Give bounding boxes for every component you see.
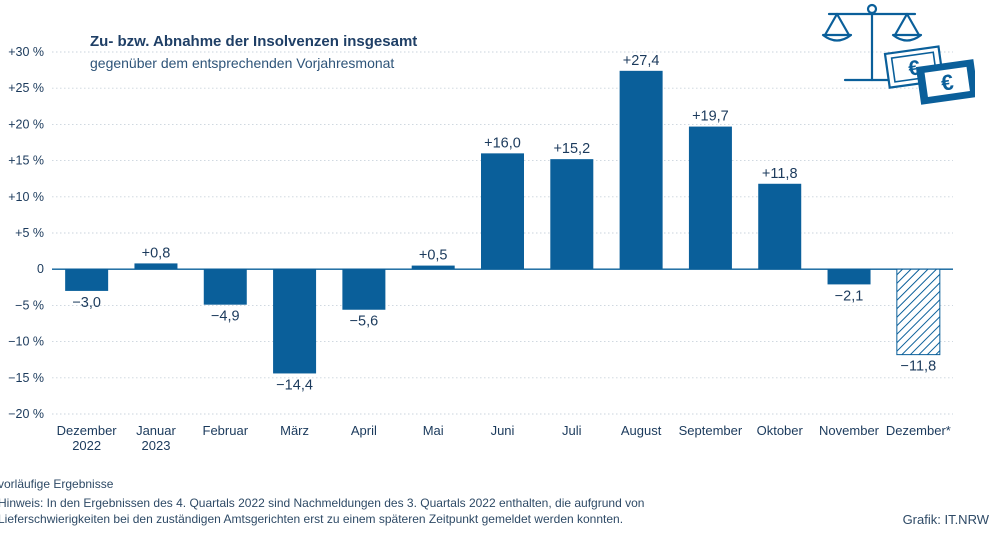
footnote-preliminary: vorläufige Ergebnisse (0, 477, 114, 491)
bar (758, 183, 802, 270)
data-label: +11,8 (762, 166, 798, 182)
data-label: −2,1 (835, 288, 864, 304)
x-tick-label: September (679, 423, 743, 438)
x-tick-label: Januar (136, 423, 176, 438)
x-tick-label: Februar (203, 423, 249, 438)
data-labels: −3,0 +0,8 −4,9 −14,4 −5,6 +0,5 +16,0 +15,2 +27,4… (72, 53, 936, 394)
chart-subtitle: gegenüber dem entsprechenden Vorjahresmo… (90, 55, 395, 71)
x-tick-label: Dezember* (886, 423, 951, 438)
bar (342, 269, 386, 310)
bar (550, 159, 594, 270)
y-tick-label: −10 % (8, 335, 44, 349)
y-axis-ticks: +30 % +25 % +20 % +15 % +10 % +5 % 0 −5 % −10 % −… (8, 45, 44, 421)
bar (134, 263, 178, 270)
data-label: +16,0 (484, 135, 521, 151)
y-tick-label: −15 % (8, 371, 44, 385)
bar (619, 70, 663, 270)
bar (411, 265, 455, 270)
bar (688, 126, 732, 270)
x-tick-label: 2023 (142, 438, 171, 453)
x-tick-label: April (351, 423, 377, 438)
x-tick-label: 2022 (72, 438, 101, 453)
y-tick-label: +25 % (8, 81, 44, 95)
y-tick-label: +20 % (8, 117, 44, 131)
graphic-credit: Grafik: IT.NRW (902, 512, 989, 527)
x-tick-label: Dezember (57, 423, 118, 438)
y-tick-label: +5 % (15, 226, 44, 240)
data-label: −3,0 (72, 295, 101, 311)
y-tick-label: +10 % (8, 190, 44, 204)
data-label: +0,5 (419, 248, 448, 264)
bar (481, 153, 524, 270)
footnote-note-line1: Hinweis: In den Ergebnissen des 4. Quart… (0, 496, 645, 510)
data-label: +0,8 (142, 245, 171, 261)
chart-title: Zu- bzw. Abnahme der Insolvenzen insgesa… (90, 33, 418, 50)
x-tick-label: Mai (423, 423, 444, 438)
scales-of-justice-and-euro-banknotes-icon: € € (821, 3, 975, 105)
data-label: −11,8 (901, 359, 937, 375)
euro-glyph-front: € (939, 69, 955, 95)
y-tick-label: +15 % (8, 154, 44, 168)
data-label: +19,7 (692, 109, 729, 125)
data-label: −14,4 (276, 377, 313, 393)
x-tick-label: März (280, 423, 309, 438)
x-tick-label: Oktober (757, 423, 804, 438)
footnote-note-line2: Lieferschwierigkeiten bei den zuständige… (0, 512, 624, 526)
x-tick-label: Juni (491, 423, 515, 438)
bar (827, 269, 871, 285)
data-label: +27,4 (623, 53, 660, 69)
y-tick-label: +30 % (8, 45, 44, 59)
x-tick-label: August (621, 423, 662, 438)
bar (65, 269, 109, 291)
bar (896, 268, 941, 356)
y-tick-label: −5 % (15, 298, 44, 312)
bars (65, 70, 941, 374)
x-tick-label: Juli (562, 423, 582, 438)
data-label: −5,6 (350, 314, 379, 330)
bar (203, 269, 247, 305)
data-label: −4,9 (211, 309, 240, 325)
x-tick-label: November (819, 423, 880, 438)
y-tick-label: −20 % (8, 407, 44, 421)
y-tick-label: 0 (37, 262, 44, 276)
data-label: +15,2 (553, 141, 590, 157)
bar (273, 269, 317, 374)
